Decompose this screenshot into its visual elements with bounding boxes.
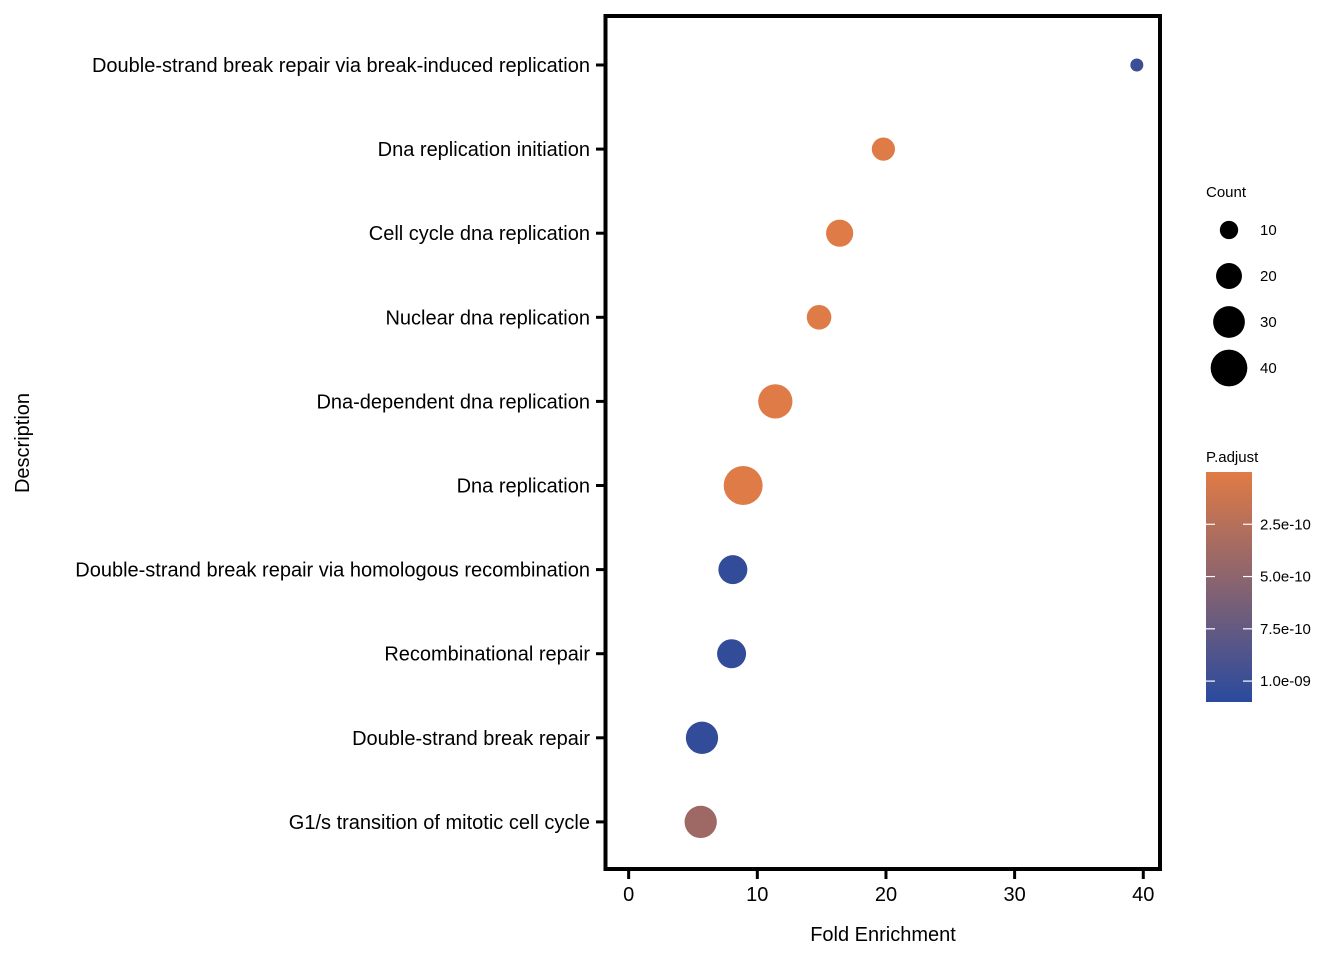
color-legend-label: 1.0e-09 xyxy=(1260,673,1311,690)
y-axis-title: Description xyxy=(12,393,34,493)
size-legend: 10 20 30 40 xyxy=(1210,220,1277,387)
x-tick-label: 40 xyxy=(1132,884,1154,906)
size-legend-key xyxy=(1210,349,1248,387)
data-point xyxy=(685,721,719,754)
y-tick-label: Double-strand break repair via homologou… xyxy=(75,560,590,582)
color-legend-bar xyxy=(1206,472,1252,702)
y-tick-label: Dna replication initiation xyxy=(378,139,590,161)
color-legend-ticks: 2.5e-10 5.0e-10 7.5e-10 1.0e-09 xyxy=(1206,516,1311,690)
y-tick-label: G1/s transition of mitotic cell cycle xyxy=(289,812,590,834)
x-tick-label: 20 xyxy=(875,884,897,906)
color-legend-label: 7.5e-10 xyxy=(1260,621,1311,638)
color-legend-label: 5.0e-10 xyxy=(1260,569,1311,586)
color-legend-label: 2.5e-10 xyxy=(1260,516,1311,533)
data-points xyxy=(684,58,1144,839)
y-tick-label: Double-strand break repair via break-ind… xyxy=(92,55,590,77)
data-point xyxy=(758,384,793,419)
size-legend-key xyxy=(1216,263,1242,289)
y-tick-label: Dna-dependent dna replication xyxy=(316,391,590,413)
data-point xyxy=(723,466,763,505)
y-tick-label: Dna replication xyxy=(457,476,590,498)
data-point xyxy=(806,304,832,330)
x-tick-marks xyxy=(627,871,1145,879)
size-legend-label: 20 xyxy=(1260,268,1277,285)
color-legend-title: P.adjust xyxy=(1206,449,1259,466)
y-tick-label: Cell cycle dna replication xyxy=(369,223,590,245)
data-point xyxy=(684,805,717,839)
size-legend-key xyxy=(1213,306,1245,338)
y-tick-label: Nuclear dna replication xyxy=(385,307,590,329)
size-legend-title: Count xyxy=(1206,184,1247,201)
x-tick-label: 30 xyxy=(1003,884,1025,906)
x-tick-label: 0 xyxy=(623,884,634,906)
y-tick-marks xyxy=(596,63,604,824)
x-tick-label: 10 xyxy=(746,884,768,906)
size-legend-key xyxy=(1219,220,1239,240)
y-tick-label: Double-strand break repair xyxy=(352,728,590,750)
size-legend-label: 30 xyxy=(1260,314,1277,331)
data-point xyxy=(1130,58,1144,72)
data-point xyxy=(717,639,747,669)
data-point xyxy=(871,137,895,161)
y-tick-labels: Double-strand break repair via break-ind… xyxy=(75,55,590,834)
x-axis-title: Fold Enrichment xyxy=(810,924,956,946)
data-point xyxy=(826,219,854,247)
data-point xyxy=(718,555,748,585)
size-legend-label: 10 xyxy=(1260,222,1277,239)
plot-panel-border xyxy=(603,14,1162,871)
size-legend-label: 40 xyxy=(1260,360,1277,377)
y-tick-label: Recombinational repair xyxy=(384,644,590,666)
x-tick-labels: 0 10 20 30 40 xyxy=(623,884,1154,906)
